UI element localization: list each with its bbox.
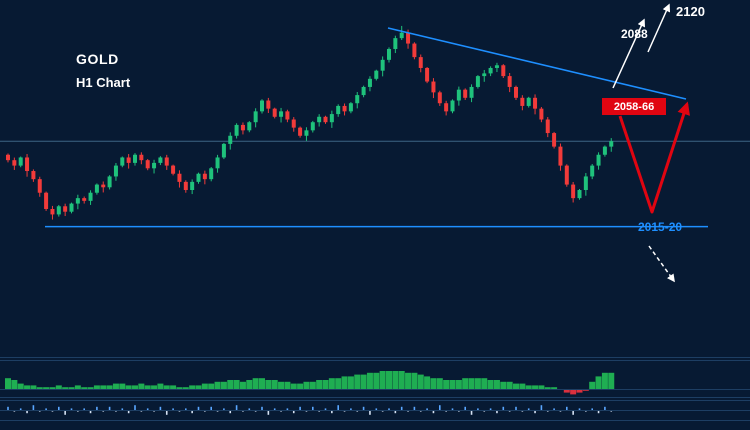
panel-separators xyxy=(0,357,750,421)
price-target-mid-label: 2088 xyxy=(621,27,648,41)
timeframe-label: H1 Chart xyxy=(76,75,131,90)
candles-layer xyxy=(6,25,614,220)
lower-indicator-ticks xyxy=(0,405,750,415)
up-arrow-to-2120 xyxy=(647,3,671,53)
down-dashed-arrow xyxy=(648,245,675,283)
resistance-zone-badge: 2058-66 xyxy=(602,98,666,115)
descending-trendline xyxy=(387,27,687,100)
red-projection-arrow xyxy=(618,101,690,214)
macd-histogram xyxy=(0,371,750,395)
up-arrow-to-2088 xyxy=(612,18,645,89)
symbol-label: GOLD xyxy=(76,51,119,67)
support-zone-label: 2015-20 xyxy=(638,220,683,234)
price-target-upper-label: 2120 xyxy=(676,4,705,19)
